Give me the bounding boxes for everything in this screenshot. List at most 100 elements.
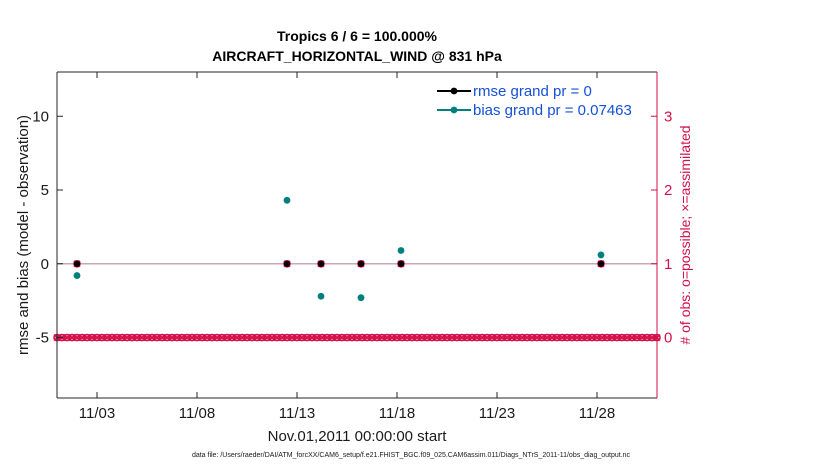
obs-possible-marker bbox=[88, 333, 96, 342]
obs-possible-marker bbox=[148, 333, 156, 342]
obs-possible-marker bbox=[538, 333, 546, 342]
obs-possible-marker bbox=[628, 333, 636, 342]
obs-possible-marker bbox=[568, 333, 576, 342]
obs-possible-marker bbox=[218, 333, 226, 342]
y-axis-label-right: # of obs: o=possible; ×=assimilated bbox=[677, 125, 693, 344]
legend-bias-label: bias grand pr = 0.07463 bbox=[473, 102, 632, 119]
obs-possible-marker bbox=[513, 333, 521, 342]
obs-possible-marker bbox=[633, 333, 641, 342]
obs-possible-marker bbox=[163, 333, 171, 342]
obs-possible-marker bbox=[543, 333, 551, 342]
bias-point bbox=[357, 294, 365, 302]
obs-possible-marker bbox=[198, 333, 206, 342]
obs-possible-marker bbox=[448, 333, 456, 342]
chart-title: Tropics 6 / 6 = 100.000% bbox=[277, 28, 437, 44]
obs-possible-marker bbox=[293, 333, 301, 342]
x-tick-label: 11/23 bbox=[479, 405, 515, 422]
obs-possible-marker bbox=[443, 333, 451, 342]
obs-possible-marker bbox=[368, 333, 376, 342]
chart-subtitle: AIRCRAFT_HORIZONTAL_WIND @ 831 hPa bbox=[212, 48, 502, 64]
obs-possible-marker bbox=[408, 333, 416, 342]
obs-possible-marker bbox=[258, 333, 266, 342]
x-tick-label: 11/03 bbox=[79, 405, 115, 422]
obs-possible-marker bbox=[583, 333, 591, 342]
bias-point bbox=[397, 247, 405, 254]
bias-point bbox=[283, 196, 291, 204]
obs-possible-marker bbox=[273, 333, 281, 342]
obs-possible-marker bbox=[623, 333, 631, 342]
obs-possible-marker bbox=[423, 333, 431, 342]
obs-possible-marker bbox=[168, 333, 176, 342]
obs-possible-marker bbox=[363, 333, 371, 342]
y-tick-label-right: 1 bbox=[664, 256, 672, 273]
obs-possible-marker bbox=[313, 333, 321, 342]
y-tick-label-right: 0 bbox=[664, 330, 672, 347]
obs-possible-marker bbox=[193, 333, 201, 342]
obs-possible-marker bbox=[518, 333, 526, 342]
obs-possible-marker bbox=[78, 333, 86, 342]
obs-possible-marker bbox=[328, 333, 336, 342]
y-tick-label-right: 2 bbox=[664, 182, 672, 199]
obs-possible-marker bbox=[398, 333, 406, 342]
obs-possible-marker bbox=[118, 333, 126, 342]
obs-possible-marker bbox=[453, 333, 461, 342]
bias-point bbox=[597, 251, 605, 259]
obs-possible-marker bbox=[393, 333, 401, 342]
obs-possible-marker bbox=[63, 333, 71, 342]
obs-possible-marker bbox=[388, 333, 396, 342]
obs-possible-marker bbox=[358, 333, 366, 342]
obs-possible-marker bbox=[113, 333, 121, 342]
obs-possible-marker bbox=[608, 333, 616, 342]
obs-possible-marker bbox=[593, 333, 601, 342]
legend-bias-marker bbox=[450, 106, 458, 114]
obs-possible-marker bbox=[288, 333, 296, 342]
obs-possible-marker bbox=[613, 333, 621, 342]
obs-possible-marker bbox=[508, 333, 516, 342]
obs-possible-marker bbox=[493, 333, 501, 342]
legend: rmse grand pr = 0 bias grand pr = 0.07463 bbox=[437, 83, 632, 119]
obs-possible-marker bbox=[303, 333, 311, 342]
obs-possible-marker bbox=[103, 333, 111, 342]
obs-possible-marker bbox=[178, 333, 186, 342]
rmse-point bbox=[597, 260, 605, 267]
y-tick-label-left: 10 bbox=[32, 108, 49, 125]
obs-possible-marker bbox=[68, 333, 76, 342]
obs-possible-marker bbox=[348, 333, 356, 342]
data-file-footer: data file: /Users/raeder/DAI/ATM_forcXX/… bbox=[192, 452, 631, 459]
legend-rmse-label: rmse grand pr = 0 bbox=[473, 83, 592, 100]
obs-possible-marker bbox=[498, 333, 506, 342]
obs-possible-marker bbox=[298, 333, 306, 342]
y-tick-label-right: 3 bbox=[664, 108, 672, 125]
obs-possible-marker bbox=[183, 333, 191, 342]
obs-possible-marker bbox=[343, 333, 351, 342]
obs-possible-marker bbox=[238, 333, 246, 342]
obs-possible-marker bbox=[618, 333, 626, 342]
obs-possible-marker bbox=[173, 333, 181, 342]
obs-possible-marker bbox=[158, 333, 166, 342]
obs-possible-marker bbox=[128, 333, 136, 342]
obs-possible-marker bbox=[353, 333, 361, 342]
obs-possible-marker bbox=[588, 333, 596, 342]
axes bbox=[56, 71, 658, 399]
y-tick-label-left: -5 bbox=[36, 330, 49, 347]
obs-possible-marker bbox=[203, 333, 211, 342]
obs-possible-marker bbox=[378, 333, 386, 342]
obs-possible-marker bbox=[458, 333, 466, 342]
obs-possible-marker bbox=[143, 333, 151, 342]
obs-possible-marker bbox=[263, 333, 271, 342]
rmse-point bbox=[357, 260, 365, 267]
obs-possible-marker bbox=[548, 333, 556, 342]
rmse-point bbox=[317, 260, 325, 267]
x-tick-label: 11/08 bbox=[179, 405, 215, 422]
obs-possible-marker bbox=[208, 333, 216, 342]
rmse-bias-series bbox=[73, 196, 605, 302]
obs-possible-marker bbox=[108, 333, 116, 342]
bias-point bbox=[73, 272, 81, 279]
obs-possible-marker bbox=[248, 333, 256, 342]
obs-possible-marker bbox=[98, 333, 106, 342]
obs-possible-marker bbox=[73, 333, 81, 342]
rmse-point bbox=[397, 260, 405, 267]
obs-possible-marker bbox=[478, 333, 486, 342]
obs-possible-marker bbox=[603, 333, 611, 342]
